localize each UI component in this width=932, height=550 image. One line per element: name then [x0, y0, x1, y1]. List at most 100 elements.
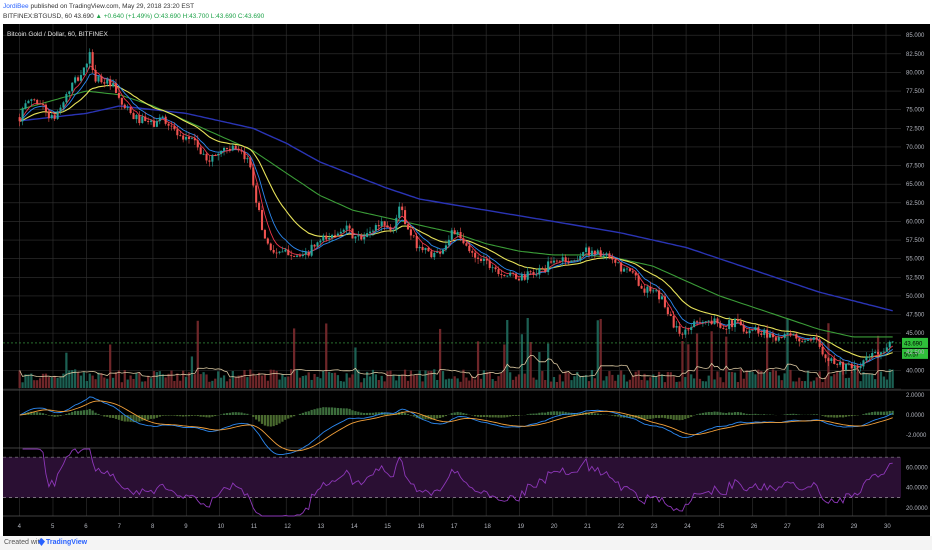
volume-bar	[126, 379, 129, 388]
candle-body	[742, 325, 745, 332]
price-axis-label: 47.500	[906, 313, 925, 319]
candle-body	[418, 246, 421, 249]
candle	[363, 232, 366, 244]
candle-body	[415, 235, 418, 249]
volume-bar	[777, 375, 780, 388]
price-axis-label: 62.500	[906, 201, 925, 207]
candle-body	[138, 114, 141, 124]
author-link[interactable]: JordiBee	[3, 3, 29, 10]
macd-histogram-bar	[660, 415, 664, 418]
candle	[804, 338, 807, 344]
macd-histogram-bar	[141, 415, 144, 421]
candle-body	[836, 363, 839, 365]
candle	[85, 63, 88, 73]
candle-body	[698, 322, 702, 324]
candle	[818, 338, 821, 349]
candle	[602, 252, 605, 260]
volume-bar	[681, 341, 684, 388]
candle	[658, 286, 661, 304]
candle-body	[614, 259, 617, 263]
macd-histogram-bar	[109, 415, 112, 418]
macd-histogram-bar	[220, 414, 223, 415]
volume-bar	[196, 320, 199, 388]
macd-histogram-bar	[868, 412, 871, 415]
candle-body	[567, 261, 570, 263]
candle-body	[649, 286, 652, 292]
candle-body	[193, 138, 196, 141]
volume-bar	[760, 371, 763, 388]
macd-histogram-bar	[722, 412, 725, 415]
candle-body	[331, 234, 334, 239]
candle	[430, 248, 433, 259]
candle	[669, 311, 672, 317]
macd-histogram-bar	[243, 413, 246, 415]
candle-body	[558, 260, 561, 262]
macd-histogram-bar	[257, 415, 261, 422]
volume-bar	[436, 379, 439, 388]
candle-body	[506, 275, 509, 277]
candle	[567, 257, 570, 265]
volume-bar	[377, 380, 380, 388]
candle-body	[582, 252, 585, 257]
volume-bar	[380, 375, 383, 388]
candle	[316, 241, 319, 248]
candle	[582, 251, 585, 258]
candle-body	[304, 251, 307, 255]
candle-body	[763, 329, 766, 335]
candle	[839, 357, 842, 367]
candle-body	[336, 233, 339, 236]
macd-histogram-bar	[237, 412, 240, 415]
candle	[634, 272, 637, 281]
macd-histogram-bar	[879, 411, 883, 415]
candle	[427, 246, 430, 252]
candle-body	[199, 147, 202, 155]
candle	[561, 253, 564, 267]
macd-histogram-bar	[190, 415, 194, 416]
candle	[564, 254, 567, 266]
volume-bar	[208, 381, 211, 388]
chart-area[interactable]: 43.690 50.57 Bitcoin Gold / Dollar, 60, BI…	[3, 24, 930, 536]
candle	[325, 232, 328, 242]
time-axis-label: 22	[617, 524, 624, 530]
candle	[728, 316, 731, 335]
candle-body	[246, 158, 249, 160]
candle-body	[112, 83, 115, 87]
macd-histogram-bar	[555, 411, 559, 415]
time-axis-label: 26	[751, 524, 758, 530]
candle	[801, 339, 804, 343]
candle-body	[27, 100, 30, 104]
volume-bar	[403, 369, 407, 388]
macd-histogram-bar	[126, 415, 129, 422]
macd-histogram-bar	[547, 411, 550, 415]
candle	[53, 114, 56, 122]
macd-histogram-bar	[815, 414, 818, 415]
volume-bar	[170, 370, 173, 388]
volume-bar	[292, 328, 296, 388]
volume-bar	[596, 320, 599, 388]
macd-histogram-bar	[88, 409, 91, 415]
volume-bar	[30, 373, 33, 388]
volume-bar	[65, 352, 68, 388]
volume-bar	[608, 371, 611, 388]
candle	[287, 245, 290, 256]
volume-bar	[573, 376, 576, 388]
macd-histogram-bar	[646, 415, 649, 420]
candle	[655, 288, 658, 293]
candle-body	[479, 258, 483, 261]
macd-histogram-bar	[114, 415, 118, 419]
candle	[760, 330, 763, 338]
macd-histogram-bar	[625, 415, 629, 418]
candle	[144, 111, 147, 122]
chart-canvas[interactable]: 43.690 50.57 Bitcoin Gold / Dollar, 60, BI…	[3, 24, 930, 536]
volume-bar	[269, 369, 272, 388]
tradingview-brand[interactable]: TradingView	[46, 539, 88, 546]
candle	[509, 270, 512, 278]
volume-bar	[768, 371, 772, 388]
macd-histogram-bar	[360, 412, 363, 415]
volume-bar	[152, 371, 156, 388]
candle-body	[135, 114, 138, 120]
candle-body	[593, 250, 596, 255]
candle	[453, 227, 456, 235]
volume-bar	[68, 370, 71, 388]
candle-body	[719, 323, 722, 328]
